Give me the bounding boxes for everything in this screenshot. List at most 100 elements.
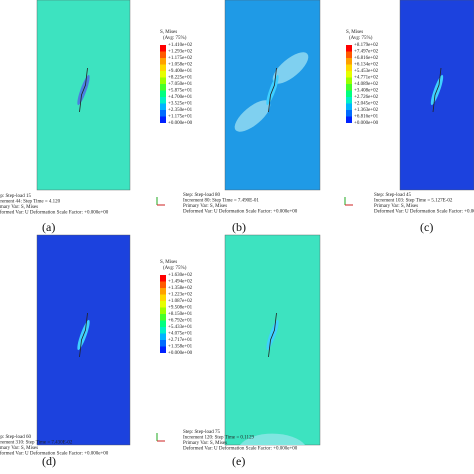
step-info: Increment 120: Step Time = 0.1129 [183, 436, 254, 441]
step-info: Deformed Var: U Deformation Scale Factor… [183, 447, 298, 452]
legend-swatch [346, 97, 352, 104]
step-info: Primary Var: S, Mises [0, 205, 38, 210]
legend-swatch [160, 320, 166, 327]
legend-value: +3.525e+01 [168, 102, 193, 107]
legend-swatch [160, 71, 166, 78]
legend-value: +7.497e+02 [354, 50, 379, 55]
step-info: Step: Step-load 45 [374, 193, 411, 198]
panel: S, Mises(Avg: 75%)+1.394e+02+1.278e+02+1… [0, 0, 131, 234]
legend-value: +2.717e+01 [168, 338, 193, 343]
legend-title: S, Mises [160, 260, 177, 265]
legend-value: +2.350e+01 [168, 108, 193, 113]
legend-title: S, Mises [160, 30, 177, 35]
legend-value: +5.433e+01 [168, 325, 193, 330]
crack [432, 67, 442, 113]
legend-value: +0.000e+00 [168, 351, 193, 356]
legend-swatch [346, 103, 352, 110]
legend-swatch [160, 288, 166, 295]
legend-value: +6.792e+01 [168, 319, 193, 324]
legend-value: +3.408e+02 [354, 89, 379, 94]
legend-value: +1.358e+02 [168, 286, 193, 291]
legend-value: +5.875e+01 [168, 89, 193, 94]
legend-value: +8.150e+01 [168, 312, 193, 317]
legend-swatch [346, 116, 352, 123]
legend-value: +6.134e+02 [354, 63, 379, 68]
legend-swatch [346, 58, 352, 65]
panel-label: (d) [42, 454, 56, 468]
step-info: Primary Var: S, Mises [374, 204, 418, 209]
legend-value: +9.508e+01 [168, 306, 193, 311]
panel: S, Mises(Avg: 75%)+1.410e+02+1.293e+02+1… [156, 0, 321, 234]
step-info: Increment 103: Step Time = 5.127E-02 [374, 199, 453, 204]
legend-value: +1.058e+02 [168, 63, 193, 68]
step-info: Deformed Var: U Deformation Scale Factor… [0, 211, 109, 216]
legend-swatch [160, 90, 166, 97]
legend-value: +1.293e+02 [168, 50, 193, 55]
legend-swatch [346, 84, 352, 91]
legend-value: +1.175e+02 [168, 56, 193, 61]
legend-value: +8.225e+01 [168, 76, 193, 81]
legend-swatch [346, 110, 352, 117]
legend-swatch [160, 327, 166, 334]
step-info: Increment 80: Step Time = 7.490E-01 [183, 199, 259, 204]
legend-avg: (Avg: 75%) [163, 36, 187, 41]
legend-value: +1.175e+01 [168, 115, 193, 120]
step-info: Increment 310: Step Time = 7.430E-02 [0, 441, 73, 446]
legend-avg: (Avg: 75%) [163, 266, 187, 271]
panel: S, Mises(Avg: 75%)+8.179e+02+7.497e+02+6… [344, 0, 474, 234]
crack [79, 312, 88, 358]
legend-swatch [160, 116, 166, 123]
legend-swatch [160, 333, 166, 340]
legend-swatch [160, 346, 166, 353]
legend-swatch [346, 51, 352, 58]
legend-value: +0.000e+00 [354, 121, 379, 126]
legend-swatch [160, 314, 166, 321]
step-info: Increment 44: Step Time = 4.120 [0, 200, 61, 205]
legend-swatch [160, 84, 166, 91]
legend-swatch [160, 58, 166, 65]
crack [79, 67, 88, 113]
stress-zone [240, 433, 305, 445]
legend-title: S, Mises [346, 30, 363, 35]
legend-swatch [160, 110, 166, 117]
legend-swatch [346, 64, 352, 71]
legend-value: +7.050e+01 [168, 82, 193, 87]
legend-swatch [160, 51, 166, 58]
legend-value: +1.223e+02 [168, 293, 193, 298]
legend-swatch [160, 103, 166, 110]
legend-value: +5.453e+02 [354, 69, 379, 74]
legend-value: +6.816e+01 [354, 115, 379, 120]
step-info: Deformed Var: U Deformation Scale Factor… [374, 210, 474, 215]
crack [268, 67, 277, 113]
legend-swatch [346, 71, 352, 78]
panel-label: (b) [232, 220, 246, 234]
legend-swatch [160, 340, 166, 347]
legend-value: +8.179e+02 [354, 43, 379, 48]
stress-zone [234, 100, 271, 132]
panel-label: (a) [42, 220, 55, 234]
legend-value: +1.358e+01 [168, 345, 193, 350]
panel: S, Mises(Avg: 75%)+1.630e+02+1.494e+02+1… [156, 234, 321, 468]
legend-swatch [160, 281, 166, 288]
legend-value: +4.771e+02 [354, 76, 379, 81]
legend-swatch [346, 77, 352, 84]
legend-swatch [346, 45, 352, 52]
legend-value: +6.816e+02 [354, 56, 379, 61]
step-info: Step: Step-load 75 [183, 430, 220, 435]
legend-value: +0.000e+00 [168, 121, 193, 126]
legend-value: +1.363e+02 [354, 108, 379, 113]
legend-value: +4.700e+01 [168, 95, 193, 100]
step-info: Deformed Var: U Deformation Scale Factor… [183, 210, 298, 215]
step-info: Primary Var: S, Mises [183, 204, 227, 209]
legend-swatch [160, 64, 166, 71]
legend-value: +4.075e+01 [168, 332, 193, 337]
panel: S, Mises(Avg: 75%)+1.525e+02+1.398e+02+1… [0, 234, 131, 468]
crack [268, 312, 277, 358]
legend-value: +9.400e+01 [168, 69, 193, 74]
legend-swatch [160, 45, 166, 52]
panel-label: (e) [232, 454, 245, 468]
legend-swatch [160, 77, 166, 84]
legend-avg: (Avg: 75%) [349, 36, 373, 41]
legend-value: +1.087e+02 [168, 299, 193, 304]
legend-value: +1.630e+02 [168, 273, 193, 278]
